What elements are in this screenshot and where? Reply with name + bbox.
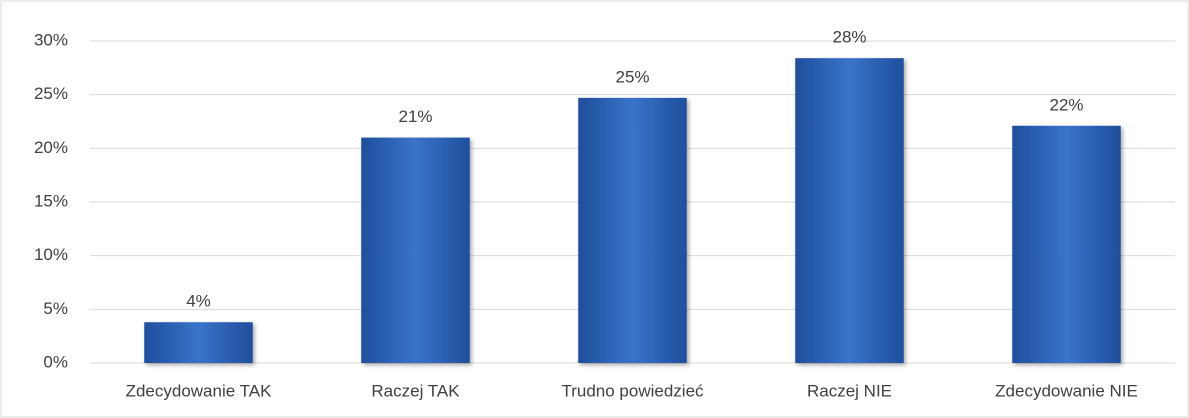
data-label: 4% [186,292,211,311]
y-tick-label: 5% [43,299,68,318]
y-tick-label: 15% [34,191,68,210]
data-label: 28% [832,28,866,47]
y-tick-label: 0% [43,352,68,371]
bar [1012,125,1121,363]
y-tick-label: 30% [34,30,68,49]
x-tick-label: Zdecydowanie NIE [995,381,1138,400]
bar [578,97,687,364]
data-label: 25% [615,67,649,86]
y-tick-label: 20% [34,138,68,157]
bar [795,58,904,363]
x-tick-label: Trudno powiedzieć [561,381,704,400]
data-label: 22% [1049,95,1083,114]
bar [361,137,470,363]
x-tick-label: Raczej NIE [807,381,892,400]
y-tick-label: 10% [34,245,68,264]
y-tick-label: 25% [34,84,68,103]
x-tick-label: Raczej TAK [371,381,460,400]
bar [144,322,253,363]
data-label: 21% [398,107,432,126]
x-tick-label: Zdecydowanie TAK [126,381,272,400]
